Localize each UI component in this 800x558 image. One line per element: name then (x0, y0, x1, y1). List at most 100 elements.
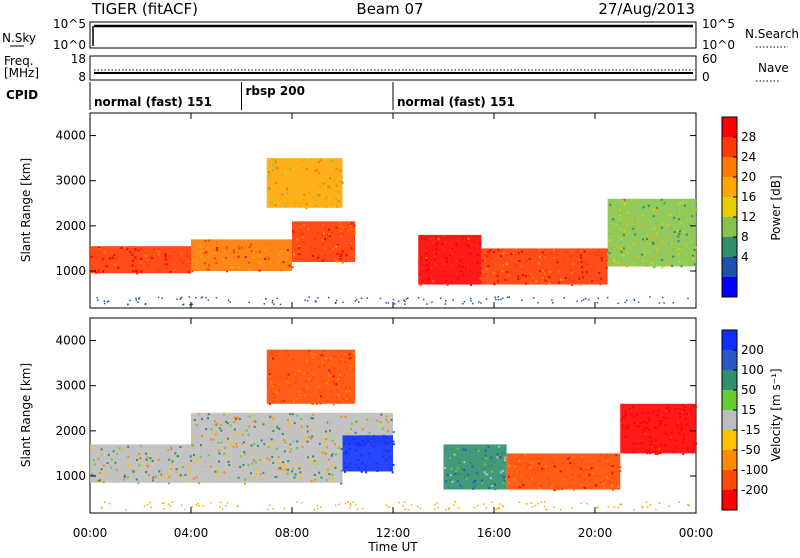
scatter-cell (311, 402, 314, 405)
scatter-cell (286, 192, 289, 195)
scatter-cell (345, 390, 348, 393)
scatter-cell (203, 247, 205, 250)
scatter-cell (131, 469, 134, 472)
scatter-cell (365, 471, 368, 474)
scatter-cell (443, 263, 446, 266)
scatter-cell (290, 371, 293, 374)
scatter-cell (504, 447, 507, 450)
scatter-cell (132, 470, 135, 473)
scatter-cell (247, 261, 250, 264)
scatter-cell (361, 462, 364, 465)
scatter-cell (314, 459, 317, 462)
scatter-cell (331, 203, 334, 206)
scatter-cell (476, 244, 479, 247)
scatter-cell (423, 237, 426, 240)
scatter-cell (182, 462, 185, 465)
scatter-cell (228, 477, 231, 480)
scatter-cell (471, 465, 474, 468)
scatter-cell (653, 251, 656, 253)
scatter-cell (270, 438, 273, 441)
scatter-cell (354, 431, 357, 434)
scatter-cell (456, 244, 459, 247)
scatter-cell (201, 465, 204, 468)
scatter-cell (633, 225, 636, 228)
scatter-cell (348, 386, 351, 389)
scatter-cell (152, 479, 154, 482)
scatter-cell (315, 204, 318, 207)
scatter-cell (262, 423, 265, 426)
scatter-cell (691, 215, 694, 218)
scatter-cell (611, 260, 614, 263)
scatter-cell (610, 211, 612, 214)
scatter-cell (425, 269, 428, 272)
scatter-cell (339, 225, 342, 228)
scatter-cell (287, 419, 290, 422)
scatter-cell (303, 158, 306, 161)
scatter-cell (449, 474, 452, 477)
scatter-cell (623, 198, 626, 201)
noise-cell (268, 504, 271, 506)
scatter-cell (307, 191, 310, 194)
scatter-cell (182, 466, 184, 469)
scatter-cell (335, 184, 338, 187)
noise-cell (176, 298, 178, 300)
scatter-cell (226, 445, 228, 448)
scatter-cell (272, 430, 275, 432)
scatter-cell (175, 448, 178, 451)
scatter-cell (135, 478, 138, 481)
scatter-cell (489, 249, 492, 252)
scatter-cell (445, 257, 448, 260)
scatter-cell (322, 354, 325, 357)
scatter-cell (499, 456, 502, 459)
scatter-cell (633, 199, 636, 202)
scatter-cell (253, 442, 256, 445)
scatter-cell (579, 467, 582, 470)
scatter-cell (317, 254, 320, 257)
scatter-cell (322, 224, 325, 226)
scatter-cell (451, 253, 453, 256)
scatter-cell (274, 158, 277, 161)
noise-cell (356, 508, 359, 511)
scatter-cell (296, 440, 299, 443)
scatter-cell (149, 457, 152, 460)
scatter-cell (364, 442, 367, 445)
scatter-cell (639, 442, 642, 445)
scatter-cell (599, 460, 601, 463)
scatter-cell (494, 488, 497, 491)
scatter-cell (302, 388, 305, 391)
scatter-cell (599, 283, 602, 286)
scatter-cell (298, 394, 301, 397)
scatter-cell (135, 258, 138, 261)
scatter-cell (500, 255, 503, 257)
scatter-cell (329, 357, 332, 360)
x-tick-label: 16:00 (477, 526, 512, 540)
scatter-cell (284, 170, 287, 173)
scatter-cell (518, 486, 521, 489)
scatter-cell (318, 385, 321, 388)
scatter-cell (467, 280, 470, 283)
scatter-cell (691, 451, 694, 454)
scatter-cell (277, 456, 280, 459)
scatter-cell (627, 424, 629, 427)
scatter-cell (300, 473, 303, 476)
scatter-cell (317, 232, 320, 235)
scatter-cell (268, 373, 271, 376)
scatter-cell (113, 266, 116, 269)
scatter-cell (609, 203, 612, 206)
noise-cell (571, 507, 573, 509)
scatter-cell (286, 472, 289, 475)
scatter-cell (237, 244, 240, 247)
scatter-cell (671, 219, 674, 222)
scatter-cell (460, 270, 463, 273)
scatter-cell (267, 446, 270, 449)
colorbar-tick-label: 16 (741, 190, 756, 204)
scatter-cell (548, 459, 551, 462)
scatter-cell (668, 409, 671, 412)
scatter-cell (619, 466, 622, 469)
scatter-cell (331, 479, 334, 482)
scatter-cell (339, 373, 342, 376)
scatter-cell (269, 444, 272, 447)
scatter-cell (340, 482, 343, 485)
scatter-cell (538, 462, 541, 465)
scatter-cell (442, 235, 445, 238)
